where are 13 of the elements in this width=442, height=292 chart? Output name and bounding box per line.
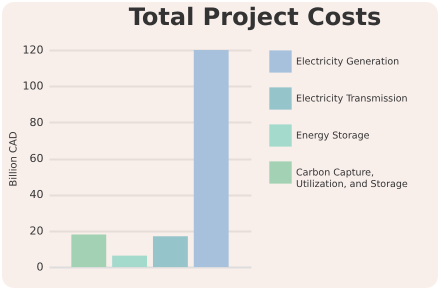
y-tick-label: 60 [30, 152, 44, 165]
y-tick-label: 120 [22, 44, 44, 56]
legend-label: Electricity Generation [296, 56, 400, 68]
chart-title: Total Project Costs [128, 3, 382, 31]
y-tick-label: 20 [30, 224, 44, 238]
y-tick-label: 100 [22, 80, 44, 93]
legend-label: Electricity Transmission [296, 94, 408, 104]
y-tick-label: 80 [30, 116, 44, 129]
y-tick-label: 40 [30, 188, 44, 202]
y-tick-label: 0 [36, 260, 44, 274]
legend-label: Carbon Capture, Utilization, and Storage [296, 168, 408, 190]
y-axis-title: Billion CAD [8, 131, 20, 187]
legend-label: Energy Storage [296, 130, 370, 142]
